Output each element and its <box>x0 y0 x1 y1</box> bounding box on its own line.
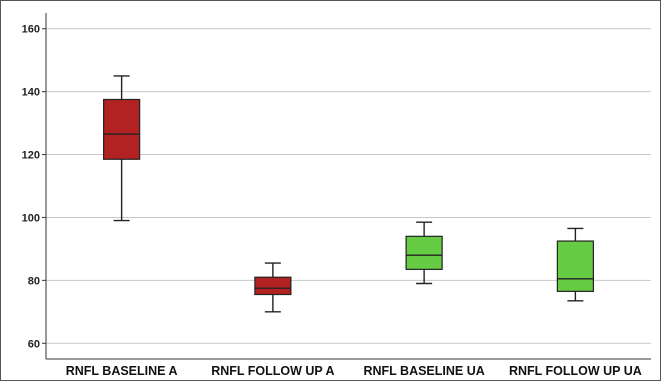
box-2 <box>254 262 292 313</box>
axes <box>42 13 651 360</box>
gridlines <box>46 28 651 344</box>
iqr-box <box>556 240 594 292</box>
x-category-label: RNFL BASELINE UA <box>363 364 484 378</box>
boxes <box>103 75 594 313</box>
y-tick-label: 160 <box>22 24 40 36</box>
y-tick-label: 80 <box>28 275 40 287</box>
iqr-box <box>405 235 443 270</box>
x-category-label: RNFL FOLLOW UP A <box>211 364 334 378</box>
x-category-label: RNFL FOLLOW UP UA <box>509 364 642 378</box>
iqr-box <box>103 98 141 160</box>
y-tick-label: 60 <box>28 338 40 350</box>
box-1 <box>103 75 141 222</box>
box-4 <box>556 227 594 302</box>
y-tick-label: 120 <box>22 150 40 162</box>
y-tick-label: 140 <box>22 87 40 99</box>
y-tick-label: 100 <box>22 212 40 224</box>
iqr-box <box>254 276 292 296</box>
box-3 <box>405 221 443 285</box>
labels: 60 80 100 120 140 160 RNFL BASELINE A RNFL FOLL… <box>22 24 642 378</box>
x-category-label: RNFL BASELINE A <box>66 364 178 378</box>
